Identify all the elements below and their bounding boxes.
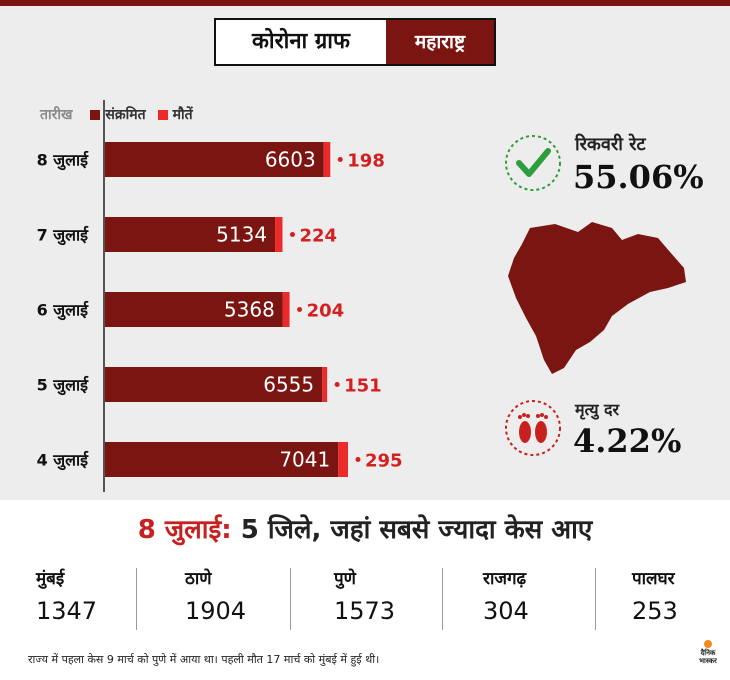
y-tick-label: 4 जुलाई xyxy=(37,451,90,471)
bar-deaths xyxy=(282,292,290,327)
data-label-deaths: 204 xyxy=(307,301,345,322)
bar-chart: 8 जुलाई 6603 198 7 जुलाई 5134 224 6 जुलाई 5368 2… xyxy=(37,142,403,477)
data-label-infected: 6603 xyxy=(265,148,316,172)
y-tick-label: 8 जुलाई xyxy=(37,151,90,171)
districts-title: 8 जुलाई: 5 जिले, जहां सबसे ज्यादा केस आए xyxy=(0,510,730,546)
legend-infected-label: संक्रमित xyxy=(105,107,146,123)
legend-deaths-label: मौतें xyxy=(172,107,193,123)
data-label-infected: 7041 xyxy=(279,448,330,472)
district-name: ठाणे xyxy=(185,569,212,589)
district-value: 304 xyxy=(483,597,529,625)
bar-infected xyxy=(105,142,324,177)
data-label-bullet xyxy=(334,382,340,387)
y-tick-label: 6 जुलाई xyxy=(37,301,90,321)
top-strip xyxy=(0,0,730,6)
legend-date-label: तारीख xyxy=(40,107,73,123)
check-icon xyxy=(505,135,561,191)
district-divider xyxy=(595,568,596,630)
publisher-logo: दैनिक भास्कर xyxy=(688,640,728,665)
district-name: पालघर xyxy=(632,569,675,589)
logo-line1: दैनिक xyxy=(700,649,716,657)
data-label-infected: 5134 xyxy=(216,223,267,247)
chart-legend: तारीख संक्रमित मौतें xyxy=(40,105,205,124)
logo-dot-icon xyxy=(704,640,712,648)
death-rate-value: 4.22% xyxy=(573,422,682,460)
region-label: महाराष्ट्र xyxy=(386,20,494,64)
district-divider xyxy=(442,568,443,630)
death-rate-label: मृत्यु दर xyxy=(575,400,620,419)
district-divider xyxy=(136,568,137,630)
district-value: 1573 xyxy=(334,597,396,625)
maharashtra-map xyxy=(508,222,686,374)
district-value: 1347 xyxy=(36,597,98,625)
y-tick-label: 7 जुलाई xyxy=(37,226,90,246)
data-label-bullet xyxy=(297,307,303,312)
footprints-icon xyxy=(505,400,561,456)
bar-deaths xyxy=(323,142,331,177)
district-name: मुंबई xyxy=(36,569,65,589)
data-label-bullet xyxy=(289,232,295,237)
logo-line2: भास्कर xyxy=(699,657,717,665)
district-item: पुणे 1573 xyxy=(334,566,395,636)
data-label-deaths: 295 xyxy=(365,451,403,472)
data-label-infected: 5368 xyxy=(224,298,275,322)
recovery-rate-label: रिकवरी रेट xyxy=(575,134,646,155)
legend-infected-swatch xyxy=(90,109,101,120)
bar-infected xyxy=(105,442,339,477)
districts-date: 8 जुलाई: xyxy=(137,515,232,545)
bar-infected xyxy=(105,292,283,327)
district-divider xyxy=(290,568,291,630)
data-label-deaths: 224 xyxy=(299,226,337,247)
footnote: राज्य में पहला केस 9 मार्च को पुणे में आ… xyxy=(28,653,380,666)
bar-deaths xyxy=(275,217,283,252)
district-item: ठाणे 1904 xyxy=(185,566,246,636)
data-label-bullet xyxy=(337,157,343,162)
legend-deaths-swatch xyxy=(157,109,168,120)
data-label-bullet xyxy=(355,457,361,462)
page-title: कोरोना ग्राफ xyxy=(252,29,350,54)
bar-infected xyxy=(105,367,323,402)
data-label-infected: 6555 xyxy=(263,373,314,397)
data-label-deaths: 198 xyxy=(347,151,385,172)
title-box: कोरोना ग्राफ महाराष्ट्र xyxy=(214,18,496,66)
district-value: 253 xyxy=(632,597,678,625)
data-label-deaths: 151 xyxy=(344,376,382,397)
district-item: पालघर 253 xyxy=(632,566,678,636)
bar-deaths xyxy=(338,442,348,477)
district-name: राजगढ़ xyxy=(483,569,527,589)
bar-deaths xyxy=(322,367,328,402)
recovery-rate-value: 55.06% xyxy=(573,158,704,196)
district-item: राजगढ़ 304 xyxy=(483,566,529,636)
district-value: 1904 xyxy=(185,597,247,625)
y-axis-line xyxy=(103,100,105,492)
y-tick-label: 5 जुलाई xyxy=(37,376,90,396)
bar-infected xyxy=(105,217,276,252)
district-name: पुणे xyxy=(334,569,356,589)
district-item: मुंबई 1347 xyxy=(36,566,97,636)
districts-heading-text: 5 जिले, जहां सबसे ज्यादा केस आए xyxy=(231,515,593,545)
